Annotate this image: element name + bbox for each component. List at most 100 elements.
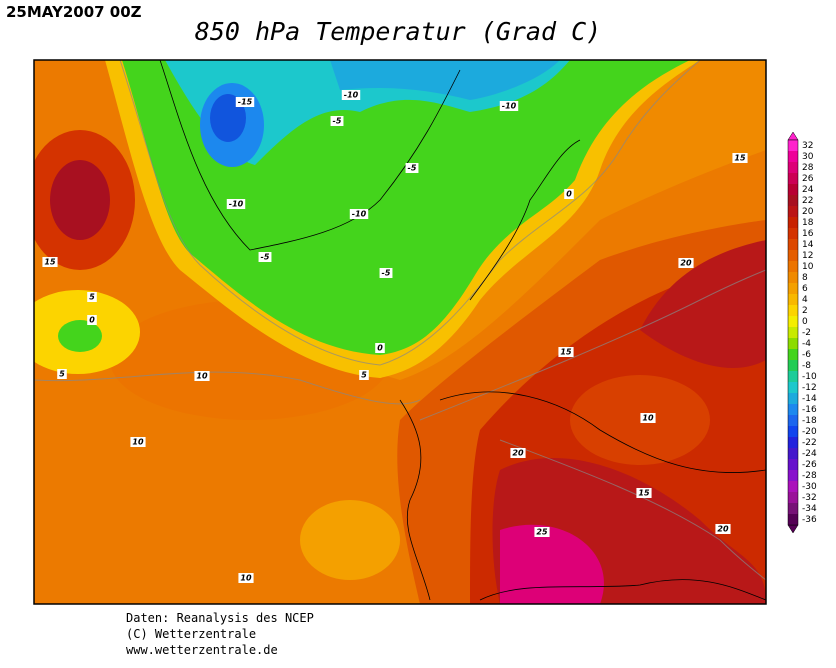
colorbar-label: 20 [802,207,814,217]
contour-label-bg [341,90,361,100]
contour-label: -5 [408,164,417,173]
contour-label-bg [87,315,97,325]
contour-label: -10 [502,102,517,111]
colorbar-label: 32 [802,141,813,151]
colorbar-label: -32 [802,493,817,503]
contour-label-bg [42,257,58,267]
colorbar-label: -10 [802,372,817,382]
colorbar-arrow-bottom [787,524,799,534]
contour-label-bg [87,292,97,302]
contour-label: 10 [240,574,252,583]
contour-label: 5 [59,370,65,379]
colorbar-label: -16 [802,405,817,415]
colorbar-label: 14 [802,240,814,250]
contour-label: -5 [382,269,391,278]
colorbar-label: -8 [802,361,811,371]
contour-label: 20 [512,449,524,458]
colorbar-label: 16 [802,229,814,239]
contour-label-bg [715,524,731,534]
timestamp: 25MAY2007 00Z [6,3,142,21]
contour-label-bg [349,209,369,219]
colorbar-swatch [788,272,798,283]
colorbar-label: -18 [802,416,817,426]
contour-label-bg [564,189,574,199]
colorbar-label: 2 [802,306,808,316]
contour-label-bg [405,163,419,173]
contour-label: 0 [89,316,95,325]
colorbar-swatch [788,294,798,305]
colorbar-label: -2 [802,328,811,338]
contour-label-bg [194,371,210,381]
contour-label-bg [534,527,550,537]
colorbar-swatch [788,382,798,393]
contour-label-bg [379,268,393,278]
colorbar-label: -14 [802,394,817,404]
colorbar-swatch [788,448,798,459]
colorbar-swatch [788,250,798,261]
contour-label: -10 [344,91,359,100]
contour-label: -10 [229,200,244,209]
colorbar-swatch [788,151,798,162]
contour-label-bg [238,573,254,583]
colorbar-swatch [788,514,798,525]
colorbar-frame [787,139,799,526]
colorbar-swatch [788,437,798,448]
footer-line: (C) Wetterzentrale [126,627,256,641]
footer-line: Daten: Reanalysis des NCEP [126,611,314,625]
contour-label: 0 [566,190,572,199]
colorbar-label: 30 [802,152,814,162]
colorbar-swatch [788,239,798,250]
colorbar-swatch [788,338,798,349]
colorbar-swatch [788,173,798,184]
colorbar-label: 10 [802,262,814,272]
contour-label-bg [510,448,526,458]
contour-label: 15 [734,154,746,163]
colorbar-swatch [788,261,798,272]
contour-label-bg [375,343,385,353]
colorbar-swatch [788,393,798,404]
contour-label-bg [499,101,519,111]
contour-label: 25 [536,528,548,537]
contour-label: 20 [680,259,692,268]
colorbar-label: -24 [802,449,817,459]
colorbar-label: 18 [802,218,814,228]
contour-label: 5 [361,371,367,380]
colorbar-swatch [788,349,798,360]
colorbar-label: 24 [802,185,814,195]
colorbar-label: 8 [802,273,808,283]
contour-label: -5 [333,117,342,126]
contour-label-bg [235,97,255,107]
contour-label: 5 [89,293,95,302]
contour-label-bg [130,437,146,447]
colorbar-arrow-top [787,131,799,141]
colorbar-swatch [788,360,798,371]
colorbar-swatch [788,140,798,151]
contour-label-bg [57,369,67,379]
colorbar-label: 4 [802,295,808,305]
colorbar-swatch [788,404,798,415]
contour-label: -5 [261,253,270,262]
contour-label: 10 [132,438,144,447]
colorbar-swatch [788,492,798,503]
contour-label-bg [258,252,272,262]
colorbar-swatch [788,426,798,437]
colorbar-label: -20 [802,427,817,437]
colorbar-swatch [788,371,798,382]
contour-label-bg [636,488,652,498]
colorbar-swatch [788,206,798,217]
contour-label: 15 [638,489,650,498]
colorbar-label: -30 [802,482,817,492]
colorbar-label: -22 [802,438,817,448]
contour-label-bg [226,199,246,209]
colorbar-swatch [788,327,798,338]
contour-label-bg [678,258,694,268]
colorbar-label: 0 [802,317,808,327]
colorbar-label: -36 [802,515,817,525]
contour-label: 15 [560,348,572,357]
colorbar-swatch [788,459,798,470]
colorbar-swatch [788,184,798,195]
footer-line: www.wetterzentrale.de [126,643,278,657]
contour-label: 0 [377,344,383,353]
colorbar-label: -28 [802,471,817,481]
